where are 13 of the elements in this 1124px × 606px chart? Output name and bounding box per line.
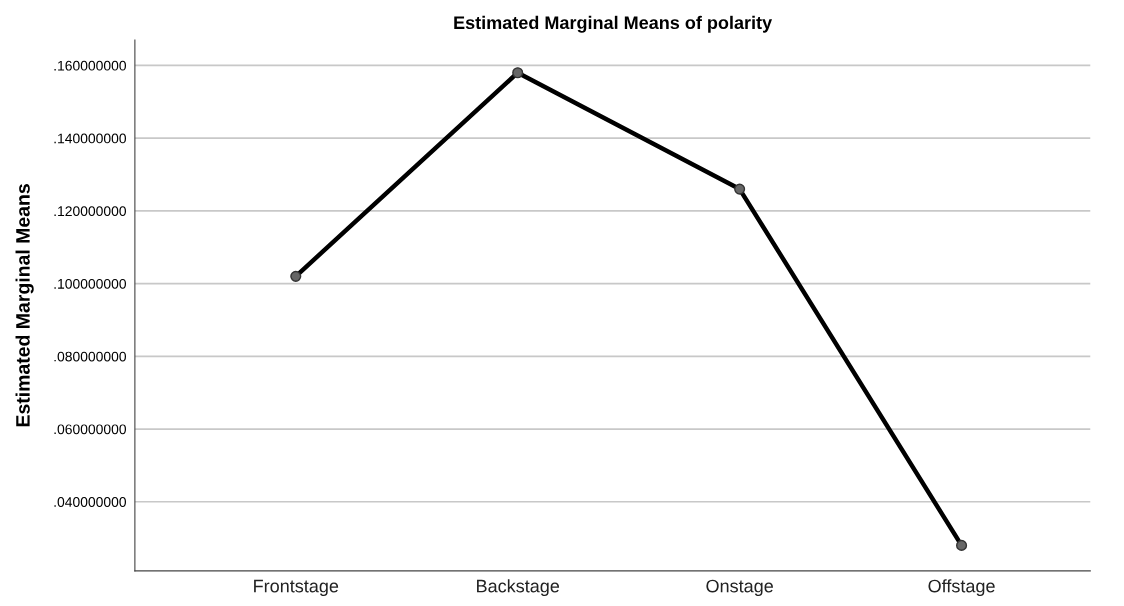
x-tick-label: Frontstage [254,579,339,597]
x-tick-label: Backstage [477,579,560,597]
y-tick-label: .100000000 [54,278,127,289]
y-tick-label: .080000000 [54,351,127,362]
y-tick-label: .120000000 [54,206,127,217]
x-tick-label: Offstage [928,579,995,597]
y-tick-label: .040000000 [54,497,127,507]
y-tick-label: .160000000 [54,60,127,71]
y-tick-label: .140000000 [54,133,127,144]
chart-title: Estimated Marginal Means of polarity [454,15,773,33]
y-axis-title: Estimated Marginal Means [15,184,34,427]
y-tick-label: .060000000 [54,424,127,435]
x-tick-label: Onstage [706,579,773,597]
